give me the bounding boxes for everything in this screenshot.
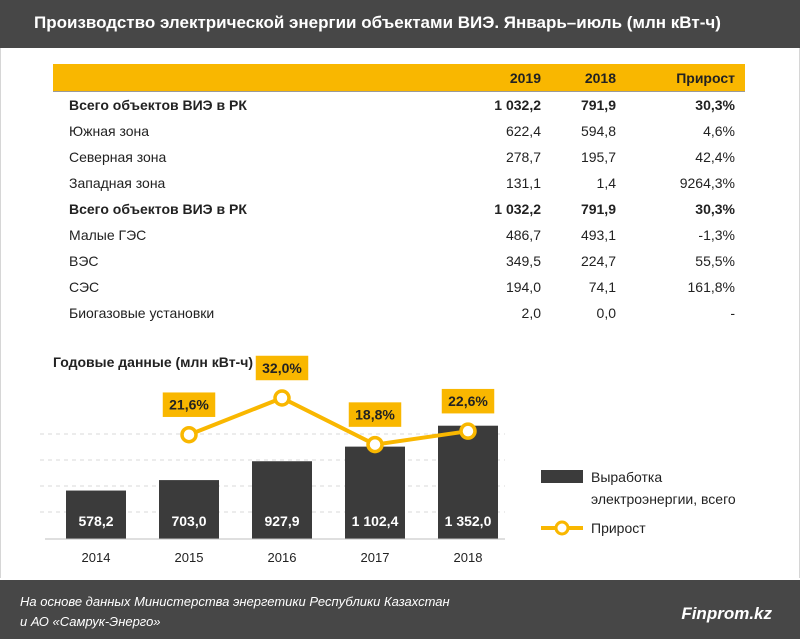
frame-left xyxy=(0,48,1,578)
chart-category-label: 2018 xyxy=(454,550,483,565)
row-name: Биогазовые установки xyxy=(69,305,215,321)
page-title: Производство электрической энергии объек… xyxy=(34,13,721,32)
row-name: Всего объектов ВИЭ в РК xyxy=(53,91,445,118)
row-value-2019: 131,1 xyxy=(505,175,541,191)
chart-growth-label: 32,0% xyxy=(262,360,302,376)
legend-growth-marker xyxy=(554,520,570,536)
row-name: Северная зона xyxy=(69,149,167,165)
footer-source-line2: и АО «Самрук-Энерго» xyxy=(20,614,161,629)
chart-category-label: 2015 xyxy=(175,550,204,565)
chart-title: Годовые данные (млн кВт-ч) xyxy=(53,354,253,370)
row-growth: -1,3% xyxy=(698,227,735,243)
chart-growth-label-box xyxy=(347,400,403,429)
row-value-2019: 1 032,2 xyxy=(494,201,541,217)
data-table: 2019 2018 Прирост Всего объектов ВИЭ в Р… xyxy=(53,64,745,326)
row-growth: 42,4% xyxy=(695,149,735,165)
row-growth: 30,3% xyxy=(616,91,745,118)
row-growth: 4,6% xyxy=(703,123,735,139)
legend-bar-swatch xyxy=(541,470,583,483)
chart-growth-label-box xyxy=(161,390,217,419)
legend-growth-label: Прирост xyxy=(591,520,646,536)
chart-growth-label-box xyxy=(440,387,496,415)
row-name: СЭС xyxy=(69,279,100,295)
row-name: Всего объектов ВИЭ в РК xyxy=(69,201,247,217)
chart-bar-label: 1 102,4 xyxy=(352,513,399,529)
footer-brand: Finprom.kz xyxy=(681,604,772,623)
row-value-2019: 1 032,2 xyxy=(445,91,541,118)
chart-growth-point xyxy=(366,435,384,454)
chart-growth-point xyxy=(180,425,198,444)
table-row: Всего объектов ВИЭ в РК 1 032,2 791,9 30,3% xyxy=(53,91,745,118)
table-row: Всего объектов ВИЭ в РК 1 032,2 791,9 30,3% xyxy=(53,196,745,222)
chart-category-label: 2014 xyxy=(82,550,111,565)
row-name: Западная зона xyxy=(69,175,166,191)
chart-bar xyxy=(252,461,312,539)
row-value-2018: 0,0 xyxy=(596,305,616,321)
row-value-2019: 278,7 xyxy=(505,149,541,165)
chart-bar xyxy=(345,446,405,539)
chart-growth-label: 21,6% xyxy=(169,397,209,413)
row-value-2018: 493,1 xyxy=(580,227,616,243)
row-name: Южная зона xyxy=(69,123,150,139)
table-row: ВЭС 349,5 224,7 55,5% xyxy=(53,248,745,274)
chart-growth-label: 18,8% xyxy=(355,407,395,423)
legend-bar-label-line2: электроэнергии, всего xyxy=(591,491,736,507)
table-header-name xyxy=(53,64,445,92)
row-value-2018: 1,4 xyxy=(596,175,616,191)
row-growth: - xyxy=(730,305,735,321)
row-value-2018: 791,9 xyxy=(580,201,616,217)
chart-category-label: 2016 xyxy=(268,550,297,565)
table-header-2019: 2019 xyxy=(445,64,541,92)
row-name: ВЭС xyxy=(69,253,99,269)
table-row: СЭС 194,0 74,1 161,8% xyxy=(53,274,745,300)
row-value-2019: 349,5 xyxy=(505,253,541,269)
row-growth: 161,8% xyxy=(687,279,735,295)
row-value-2018: 791,9 xyxy=(541,91,616,118)
footer-bar: На основе данных Министерства энергетики… xyxy=(0,580,800,639)
legend-bar-label-line1: Выработка xyxy=(591,469,662,485)
row-growth: 55,5% xyxy=(695,253,735,269)
chart-bar xyxy=(438,425,498,539)
row-value-2018: 195,7 xyxy=(580,149,616,165)
footer-source-line1: На основе данных Министерства энергетики… xyxy=(20,594,450,609)
row-value-2018: 594,8 xyxy=(580,123,616,139)
table-header-row: 2019 2018 Прирост xyxy=(53,64,745,92)
chart-bar xyxy=(66,490,126,539)
row-value-2018: 74,1 xyxy=(588,279,616,295)
table-row: Малые ГЭС 486,7 493,1 -1,3% xyxy=(53,222,745,248)
table-header-2018: 2018 xyxy=(541,64,616,92)
table-body: Всего объектов ВИЭ в РК 1 032,2 791,9 30,3%… xyxy=(53,91,745,327)
table-row: Южная зона 622,4 594,8 4,6% xyxy=(53,118,745,144)
table-row: Западная зона 131,1 1,4 9264,3% xyxy=(53,170,745,196)
row-value-2019: 622,4 xyxy=(505,123,541,139)
chart-growth-point xyxy=(459,422,477,440)
row-value-2019: 486,7 xyxy=(505,227,541,243)
chart-growth-point xyxy=(273,389,291,407)
table-row: Северная зона 278,7 195,7 42,4% xyxy=(53,144,745,170)
row-growth: 9264,3% xyxy=(679,175,735,191)
chart-growth-label-box xyxy=(254,354,310,382)
chart-bar-label: 1 352,0 xyxy=(445,513,492,529)
table-header-growth: Прирост xyxy=(616,64,745,92)
row-value-2019: 194,0 xyxy=(505,279,541,295)
chart-bar-label: 927,9 xyxy=(264,513,299,529)
chart: 578,2 2014 703,0 2015 927,9 2016 1 102,4 2017 1 … xyxy=(40,354,736,565)
row-name: Малые ГЭС xyxy=(69,227,147,243)
table-row: Биогазовые установки 2,0 0,0 - xyxy=(53,300,745,326)
row-value-2018: 224,7 xyxy=(580,253,616,269)
chart-bar-label: 703,0 xyxy=(171,513,206,529)
header-bar: Производство электрической энергии объек… xyxy=(0,0,800,48)
chart-growth-label: 22,6% xyxy=(448,393,488,409)
row-value-2019: 2,0 xyxy=(521,305,541,321)
chart-growth-line xyxy=(188,395,469,447)
chart-category-label: 2017 xyxy=(361,550,390,565)
row-growth: 30,3% xyxy=(695,201,735,217)
chart-bar xyxy=(159,480,219,539)
chart-bar-label: 578,2 xyxy=(78,513,113,529)
